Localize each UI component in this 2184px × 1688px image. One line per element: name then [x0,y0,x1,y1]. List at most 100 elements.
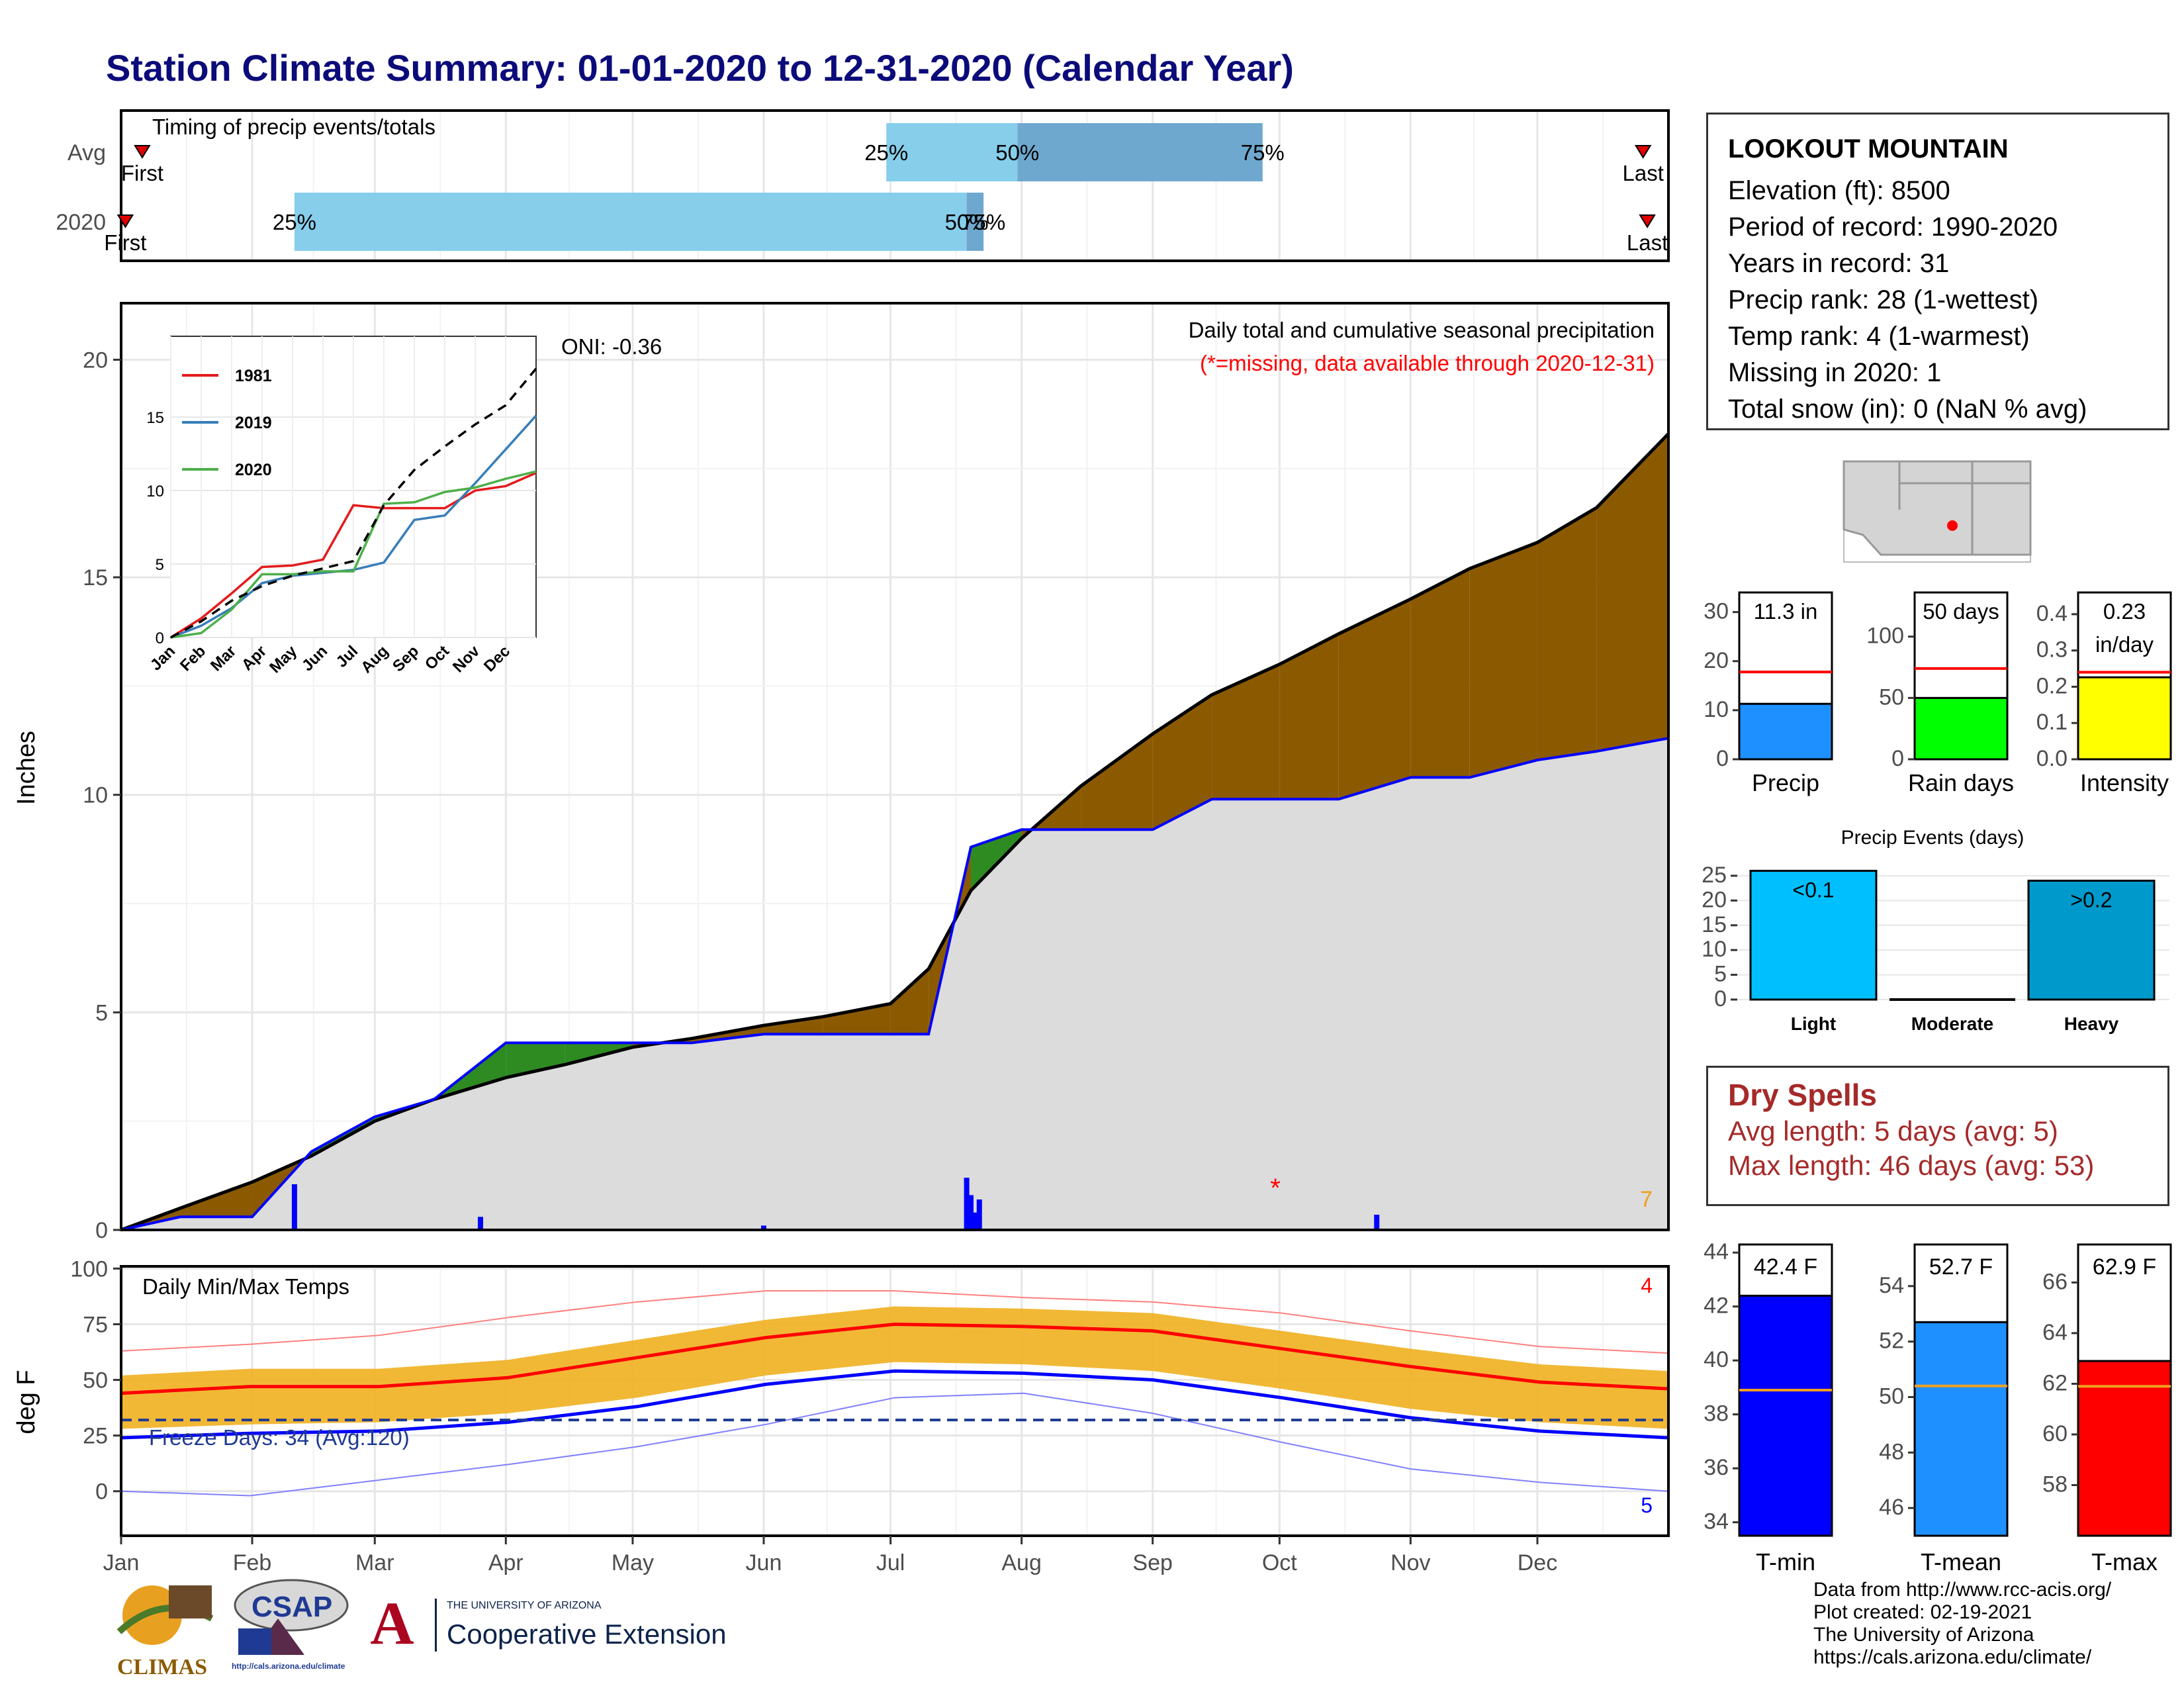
ua-logo: A THE UNIVERSITY OF ARIZONA Cooperative … [361,1592,758,1665]
precip-departure-area [890,968,929,1035]
inset-line-avg [170,367,537,639]
y-tick-label: 62 [2042,1370,2068,1395]
y-tick-label: 30 [1704,599,1729,624]
y-tick-label: 20 [1704,648,1729,673]
timing-bar-q50-q75 [966,193,984,251]
summary-bar-label: Rain days [1908,769,2014,796]
precip-2020-area [121,738,1668,1230]
y-tick-label: 38 [1704,1401,1729,1427]
y-tick-label: 48 [1879,1439,1904,1464]
y-tick-label: 0 [1714,986,1727,1011]
month-label-jan: Jan [103,1550,140,1575]
timing-first-marker [134,145,151,159]
climas-sun [122,1585,182,1645]
summary-bar-intensity [2077,676,2172,761]
y-tick-label: 0.3 [2036,637,2068,663]
timing-last-marker [1634,145,1652,159]
y-tick-label: 36 [1704,1455,1729,1480]
daily-precip-bar [760,1225,766,1230]
y-tick-label: 75 [83,1312,108,1337]
ua-bottom-text: Cooperative Extension [447,1618,727,1650]
y-tick-label: 44 [1704,1239,1729,1264]
precip-note-missing: (*=missing, data available through 2020-… [1200,351,1655,375]
precip-departure-area [180,1182,253,1217]
summary-bars: 11.3 in 0 10 20 30 Precip 50 days 0 50 100 Rain da… [1704,591,2172,796]
inset-y-tick-label: 15 [146,409,164,427]
timing-q50-label: 50% [995,140,1039,165]
station-snow: Total snow (in): 0 (NaN % avg) [1728,395,2087,424]
y-tick-label: 60 [2042,1421,2068,1446]
events-bar-heavy [2027,879,2156,1001]
month-label-dec: Dec [1518,1550,1557,1575]
inset-lines [170,367,537,639]
csap-logo: CSAP http://cals.arizona.edu/climate [232,1579,351,1678]
timing-bar-q50-q75 [1017,123,1263,181]
csap-cloud [234,1579,349,1632]
inset-month-label: Oct [422,642,453,673]
climas-logo: CLIMAS [106,1579,218,1679]
timing-row-2020-label: 2020 [56,210,106,235]
timing-first-label: First [121,161,163,185]
precip-departure-area [763,1016,823,1035]
y-tick-label: 0 [95,1479,108,1505]
daily-precip-bar [477,1217,483,1230]
timing-q25-label: 25% [273,210,316,234]
precip-departure-area [1081,733,1153,830]
ua-a-mark: A [370,1589,414,1657]
credit-url: https://cals.arizona.edu/climate/ [1813,1646,2092,1668]
inset-month-label: Mar [207,642,240,675]
month-label-aug: Aug [1001,1550,1042,1575]
month-label-nov: Nov [1390,1550,1430,1575]
csap-url: http://cals.arizona.edu/climate [232,1662,345,1671]
month-label-jul: Jul [876,1550,905,1575]
station-precip-rank: Precip rank: 28 (1-wettest) [1728,285,2039,314]
inset-y-tick-label: 5 [156,556,164,574]
events-bar-value: >0.2 [2070,888,2112,912]
timing-first-label: First [104,230,146,255]
month-label-oct: Oct [1262,1550,1297,1575]
y-tick-label: 10 [1704,697,1729,722]
avg-tmin-line [120,1369,1669,1440]
y-tick-label: 52 [1879,1329,1904,1354]
inset-month-label: Jan [147,642,179,674]
temp-y-axis: 0 25 50 75 100 [70,1256,121,1505]
timing-last-label: Last [1622,161,1663,185]
events-bar-value: <0.1 [1792,878,1834,902]
timing-q75-label: 75% [962,210,1005,234]
temp-bar-value: 42.4 F [1754,1254,1817,1280]
temp-title: Daily Min/Max Temps [142,1274,349,1299]
y-tick-label: 5 [1714,962,1727,987]
inset-line-1981 [170,471,537,639]
month-label-mar: Mar [355,1550,394,1575]
daily-precip-bar [1374,1214,1380,1230]
ua-divider [435,1599,437,1652]
daily-precip-bar [968,1195,974,1230]
y-tick-label: 50 [1879,684,1904,710]
inset-y-tick-label: 10 [146,483,164,500]
precip-departure-area [1212,664,1280,800]
y-tick-label: 66 [2042,1269,2068,1294]
month-label-may: May [612,1550,654,1575]
precip-departure-area [1596,434,1668,751]
precip-departure-area [1410,568,1470,778]
temp-bar-label: T-min [1756,1548,1815,1575]
csap-text: CSAP [251,1591,333,1623]
month-label-jun: Jun [746,1550,782,1575]
temp-bar-t-max [2077,1360,2172,1537]
month-label-apr: Apr [488,1550,523,1575]
arizona-map [1843,460,2032,563]
temp-panel: 0 25 50 75 100 deg F Daily Min/Max Temps Fre… [13,1256,1670,1537]
credits: Data from http://www.rcc-acis.org/ Plot … [1813,1579,2111,1669]
month-axis: Jan Feb Mar Apr May Jun Jul Aug Sep Oct Nov Dec [103,1536,1557,1575]
inset-legend-label: 2020 [235,461,272,479]
ua-top-text: THE UNIVERSITY OF ARIZONA [447,1600,602,1611]
temp-bar-label: T-max [2091,1548,2158,1575]
summary-bar-label: Intensity [2080,769,2169,796]
summary-bar-rain-days [1913,696,2009,761]
y-tick-label: 15 [1702,912,1727,937]
credit-created: Plot created: 02-19-2021 [1813,1601,2032,1623]
station-missing: Missing in 2020: 1 [1728,358,1942,387]
y-tick-label: 40 [1704,1347,1729,1372]
freeze-days-text: Freeze Days: 34 (Avg:120) [149,1425,410,1450]
